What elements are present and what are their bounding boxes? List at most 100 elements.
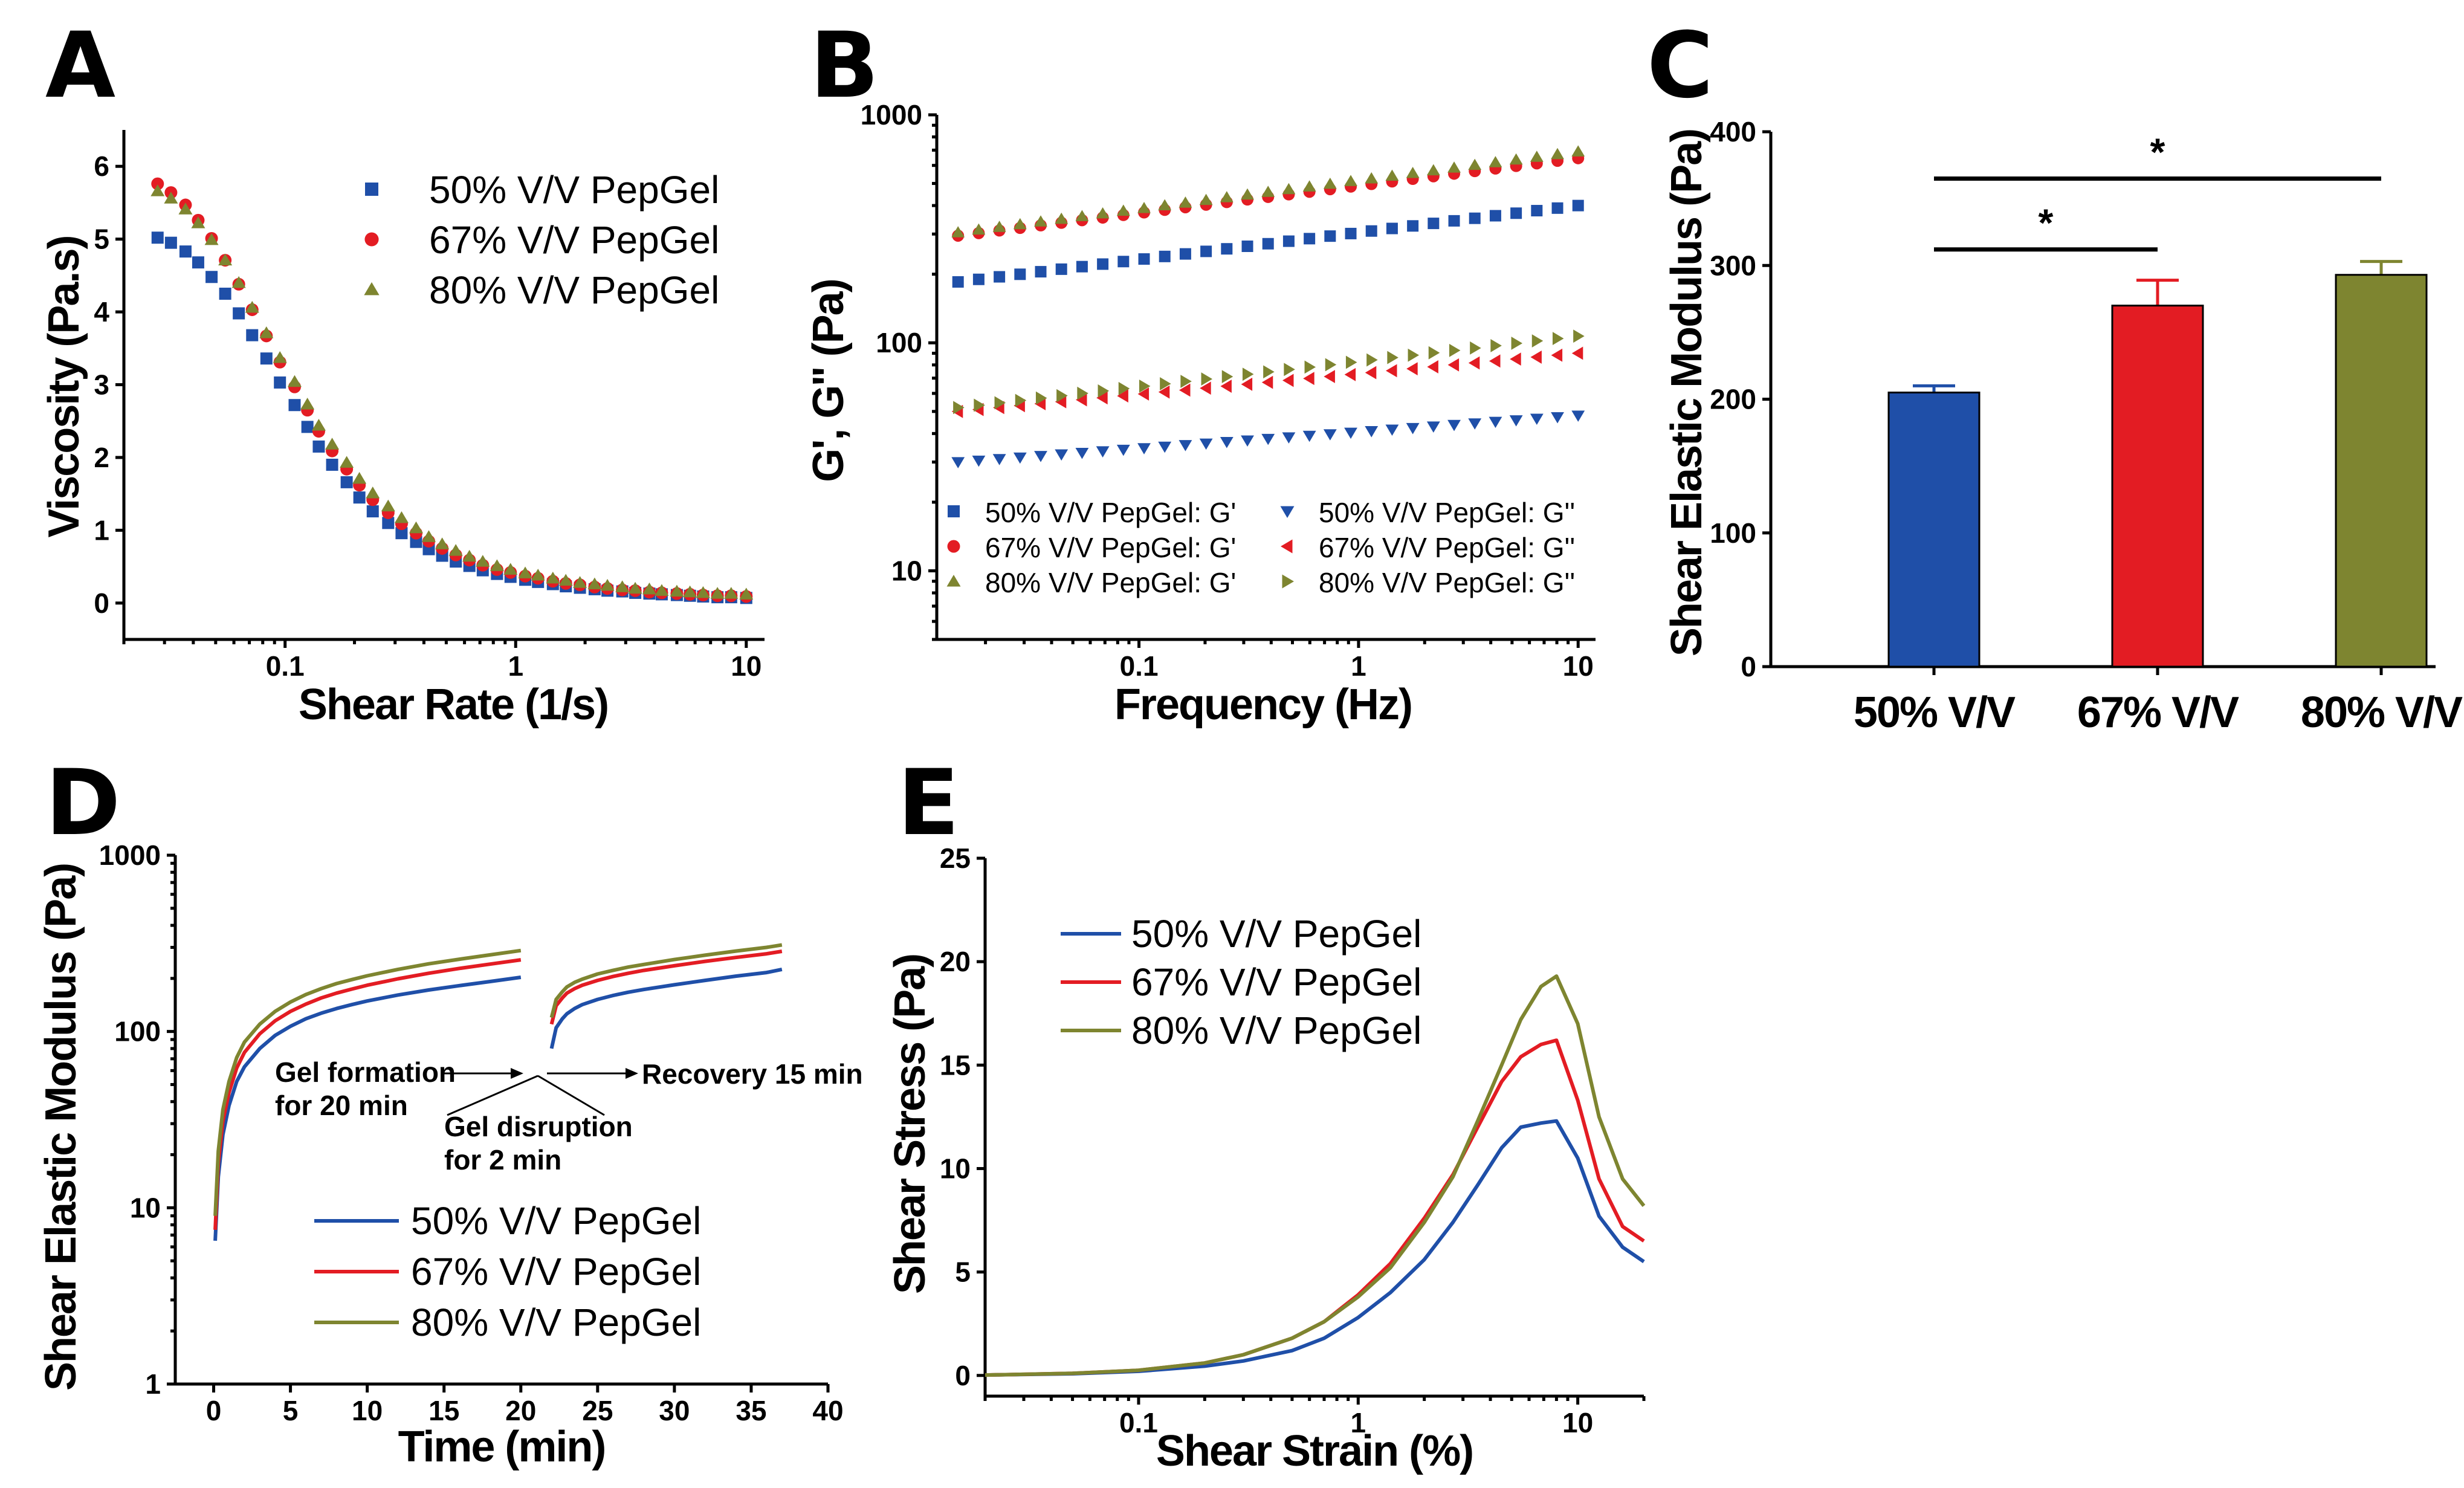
data-point-4 — [1034, 451, 1047, 462]
data-point-3 — [546, 571, 560, 584]
y-tick-label: 0 — [1741, 651, 1756, 682]
data-point-5 — [1385, 364, 1397, 378]
series-line-1 — [985, 1119, 1645, 1377]
data-point-1 — [260, 352, 273, 365]
data-point-1 — [1076, 260, 1088, 273]
data-point-1 — [1345, 227, 1357, 239]
data-point-3 — [642, 582, 656, 595]
data-point-1 — [219, 287, 231, 300]
annotation-disruption: Gel disruption — [444, 1111, 633, 1142]
data-point-4 — [1241, 435, 1254, 447]
data-point-5 — [1075, 393, 1087, 407]
annotation-recovery: Recovery 15 min — [642, 1058, 863, 1090]
legend-marker — [946, 575, 961, 587]
y-tick-label: 0 — [94, 587, 109, 619]
data-point-1 — [1324, 230, 1336, 242]
data-point-1 — [1035, 266, 1047, 278]
data-point-1 — [1531, 205, 1543, 217]
data-point-3 — [1013, 218, 1027, 230]
data-point-6 — [1325, 358, 1337, 372]
x-tick-label: 1 — [1350, 1407, 1366, 1438]
bar — [2111, 305, 2204, 668]
data-point-1 — [1097, 258, 1109, 270]
data-point-1 — [1510, 207, 1522, 219]
data-point-1 — [382, 517, 395, 529]
data-point-6 — [1160, 377, 1171, 390]
data-point-3 — [259, 326, 274, 338]
data-point-3 — [724, 587, 739, 599]
data-point-4 — [1365, 426, 1379, 438]
legend-marker — [365, 183, 378, 196]
data-point-4 — [1282, 432, 1296, 444]
y-tick-label: 100 — [1710, 517, 1756, 549]
data-point-3 — [435, 537, 450, 549]
data-point-3 — [287, 375, 302, 387]
data-point-4 — [1344, 427, 1357, 439]
legend-marker — [364, 282, 380, 296]
legend-label: 50% V/V PepGel — [429, 168, 719, 212]
data-point-4 — [951, 457, 965, 468]
y-tick-label: 200 — [1710, 384, 1756, 415]
data-point-4 — [992, 454, 1006, 465]
x-axis-title: Shear Rate (1/s) — [299, 681, 608, 729]
data-point-1 — [1117, 256, 1130, 268]
data-point-1 — [1407, 220, 1419, 232]
data-point-5 — [1427, 360, 1438, 374]
data-point-1 — [1221, 243, 1233, 255]
data-point-3 — [381, 499, 395, 512]
x-tick-label: 10 — [352, 1395, 383, 1426]
data-point-1 — [410, 535, 422, 548]
x-tick-label: 1 — [508, 650, 523, 682]
legend-label: 80% V/V PepGel — [411, 1301, 701, 1344]
data-point-3 — [587, 577, 602, 589]
data-point-3 — [394, 511, 409, 523]
data-point-3 — [1323, 177, 1337, 189]
data-point-1 — [1138, 253, 1150, 265]
data-point-5 — [1468, 356, 1480, 370]
y-tick-label: 100 — [114, 1016, 161, 1047]
data-point-5 — [1489, 354, 1501, 368]
data-point-3 — [150, 184, 165, 196]
data-point-1 — [1241, 240, 1253, 252]
data-point-4 — [1571, 410, 1585, 422]
data-point-1 — [1159, 250, 1171, 262]
data-point-3 — [204, 233, 219, 245]
annotation-formation: Gel formation — [275, 1056, 456, 1088]
y-tick-label: 4 — [94, 296, 109, 328]
disruption-pointer — [537, 1075, 605, 1116]
data-point-4 — [1116, 444, 1130, 456]
series-line-3 — [213, 948, 522, 1216]
data-point-6 — [1408, 348, 1420, 362]
data-point-3 — [1385, 169, 1399, 181]
data-point-3 — [531, 569, 545, 581]
data-point-3 — [503, 563, 518, 575]
panel-a-viscosity-chart: 0 1 2 3 4 5 6 0.1 1 10 Shear Rate (1/s) Viscosity (… — [40, 130, 765, 729]
legend-marker — [947, 540, 960, 553]
data-point-3 — [1096, 207, 1110, 219]
data-point-3 — [311, 418, 326, 431]
y-tick-label: 100 — [876, 327, 922, 358]
y-tick-label: 3 — [94, 369, 109, 401]
series-line-2 — [213, 958, 522, 1230]
x-tick-label: 0 — [206, 1395, 222, 1426]
formation-arrowhead — [511, 1068, 523, 1079]
data-point-5 — [1096, 391, 1108, 405]
legend-marker — [1281, 539, 1293, 554]
data-point-3 — [1075, 210, 1089, 221]
data-point-4 — [1468, 418, 1482, 430]
data-point-3 — [448, 544, 463, 556]
data-point-6 — [1511, 337, 1523, 350]
data-point-5 — [1303, 372, 1314, 386]
data-point-1 — [246, 329, 259, 341]
data-point-6 — [1345, 355, 1357, 369]
data-point-4 — [1530, 413, 1544, 425]
data-point-4 — [1013, 452, 1027, 464]
data-point-5 — [1137, 387, 1150, 401]
data-point-4 — [1509, 415, 1523, 427]
data-point-1 — [366, 505, 379, 518]
data-point-5 — [1282, 374, 1294, 387]
legend-marker — [1282, 574, 1294, 589]
data-point-1 — [151, 231, 164, 244]
y-tick-label: 10 — [891, 555, 922, 586]
data-point-3 — [710, 587, 725, 599]
